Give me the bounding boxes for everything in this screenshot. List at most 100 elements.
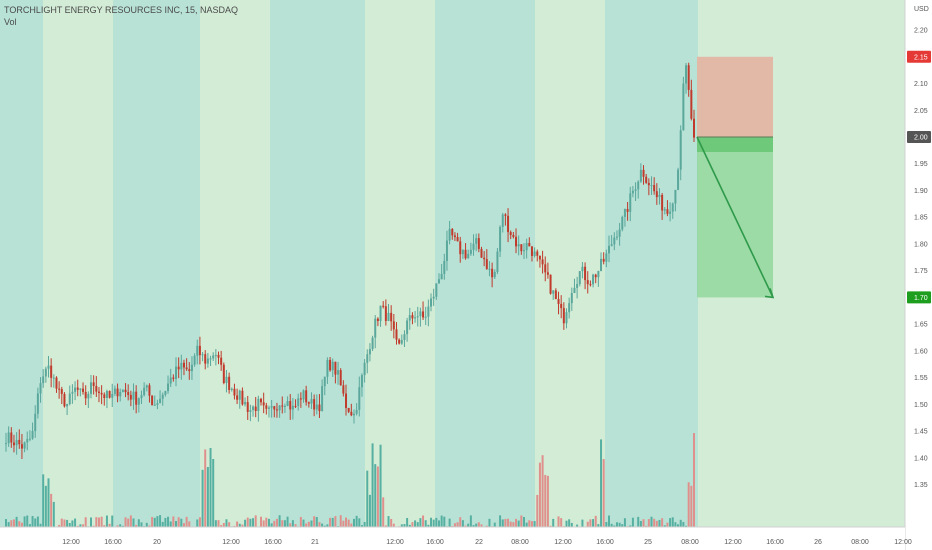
candle (661, 193, 664, 220)
volume-bar (241, 524, 244, 527)
volume-bar (244, 519, 247, 527)
candle-body (536, 251, 539, 256)
candle (10, 427, 13, 448)
candle-body (533, 251, 536, 256)
stop-loss-zone[interactable] (697, 56, 773, 137)
price-badge-label: 2.15 (914, 54, 928, 61)
volume-bar (156, 516, 159, 527)
candle (74, 381, 77, 401)
price-axis[interactable]: USD 2.20 2.15 2.10 2.05 2.00 1.95 1.90 1.85 1.80 1… (904, 0, 932, 550)
volume-bar (50, 493, 53, 527)
candle (92, 375, 95, 395)
candle (228, 372, 231, 394)
volume-bar (488, 518, 491, 527)
candle-body (345, 393, 348, 408)
volume-bar (212, 459, 215, 527)
volume-bar (419, 518, 422, 527)
candle-body (347, 407, 350, 412)
time-tick-label: 08:00 (511, 539, 529, 546)
candle-body (541, 259, 544, 265)
volume-bar (592, 519, 595, 527)
candle (639, 163, 642, 183)
volume-bar (74, 518, 77, 527)
candle-body (568, 303, 571, 313)
time-tick-label: 12:00 (386, 539, 404, 546)
candle (570, 287, 573, 311)
candle-body (172, 377, 175, 379)
volume-bar (461, 520, 464, 527)
candle-body (639, 169, 642, 182)
candle (682, 76, 685, 131)
volume-bar (546, 475, 549, 527)
candle-body (671, 203, 674, 212)
candle-body (233, 388, 236, 396)
candle-body (507, 215, 510, 233)
candle-body (512, 234, 515, 237)
candle-body (180, 362, 183, 370)
candle-body (693, 118, 695, 138)
candle (87, 391, 90, 409)
time-axis[interactable]: 12:00 16:00 20 12:00 16:00 21 12:00 16:00 22 08:0… (0, 526, 912, 550)
candle (512, 232, 515, 239)
candle (522, 243, 525, 260)
candle (390, 305, 393, 331)
candle-body (395, 329, 398, 340)
price-badge: 2.15 (907, 50, 931, 63)
candle-body (578, 271, 581, 285)
volume-bar (568, 519, 571, 527)
candle (260, 397, 263, 406)
candle (679, 125, 682, 181)
candle (294, 399, 297, 409)
candle-body (682, 83, 685, 131)
short-position-tool[interactable] (696, 56, 775, 299)
candle-body (600, 258, 603, 271)
volume-bar (294, 524, 297, 527)
volume-bar (204, 449, 207, 527)
volume-bar (103, 525, 106, 527)
candle (448, 220, 451, 245)
candle (124, 383, 127, 398)
volume-bar (20, 522, 23, 527)
volume-bar (342, 520, 345, 527)
candle-body (12, 442, 15, 446)
candle (156, 399, 159, 410)
candle (90, 374, 93, 399)
volume-bar (677, 524, 680, 527)
candle-body (212, 355, 215, 359)
volume-bar (414, 520, 417, 527)
volume-bar (60, 518, 63, 527)
candle (238, 389, 241, 409)
volume-bar (456, 522, 459, 527)
candle (164, 390, 167, 397)
candle-body (297, 398, 300, 406)
candle (485, 249, 488, 270)
volume-bar (448, 518, 451, 527)
session-band (270, 0, 365, 527)
candle-body (363, 362, 366, 376)
volume-bar (217, 520, 220, 527)
volume-bar (408, 524, 411, 527)
volume-bar (387, 516, 390, 527)
candle-body (74, 387, 77, 392)
time-tick-label: 08:00 (851, 539, 869, 546)
candle (352, 409, 355, 424)
time-tick-label: 12:00 (62, 539, 80, 546)
candle (445, 230, 448, 271)
volume-bar (90, 517, 93, 527)
candle-body (499, 226, 502, 252)
volume-bar (376, 466, 379, 527)
volume-bar (560, 518, 563, 527)
candle-body (161, 394, 164, 399)
candle (214, 349, 217, 366)
volume-bar (610, 523, 613, 527)
volume-bar (655, 520, 658, 527)
candle (60, 386, 63, 405)
candle (568, 297, 571, 319)
volume-bar (307, 521, 310, 527)
volume-bar (501, 519, 504, 527)
candle (658, 188, 661, 205)
candle-body (376, 318, 379, 322)
candle-body (504, 214, 507, 216)
